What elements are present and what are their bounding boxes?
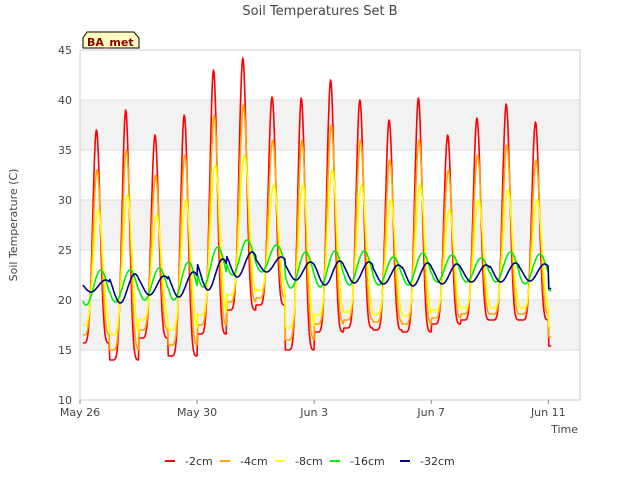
legend-label: -16cm	[350, 455, 385, 468]
background-band	[80, 200, 580, 250]
series-line	[82, 57, 552, 361]
x-tick-label: May 26	[60, 406, 100, 419]
plot-frame	[79, 49, 581, 401]
y-tick-label: 45	[58, 44, 72, 57]
legend-label: -4cm	[240, 455, 268, 468]
series-lines	[82, 57, 552, 361]
y-axis-label: Soil Temperature (C)	[7, 169, 20, 282]
legend-label: -8cm	[295, 455, 323, 468]
site-label-badge: BA_met	[82, 31, 140, 49]
legend-label: -2cm	[185, 455, 213, 468]
y-tick-label: 10	[58, 394, 72, 407]
y-tick-label: 15	[58, 344, 72, 357]
series-line	[82, 251, 552, 304]
series-line	[82, 239, 552, 306]
x-tick-label: May 30	[177, 406, 217, 419]
chart-title: Soil Temperatures Set B	[242, 4, 397, 19]
y-tick-label: 35	[58, 144, 72, 157]
x-tick-label: Jun 7	[416, 406, 445, 419]
legend-label: -32cm	[420, 455, 455, 468]
y-tick-label: 25	[58, 244, 72, 257]
site-label: BA_met	[87, 36, 134, 49]
y-tick-label: 20	[58, 294, 72, 307]
y-tick-label: 40	[58, 94, 72, 107]
x-axis-ticks: May 26 May 30 Jun 3 Jun 7 Jun 11	[60, 400, 566, 419]
y-axis-ticks: 10 15 20 25 30 35 40 45	[58, 44, 72, 407]
series-line	[82, 154, 552, 336]
legend: -2cm -4cm -8cm -16cm -32cm	[165, 455, 455, 468]
x-axis-label: Time	[550, 423, 578, 436]
x-tick-label: Jun 3	[299, 406, 328, 419]
y-tick-label: 30	[58, 194, 72, 207]
background-band	[80, 300, 580, 350]
x-tick-label: Jun 11	[530, 406, 566, 419]
